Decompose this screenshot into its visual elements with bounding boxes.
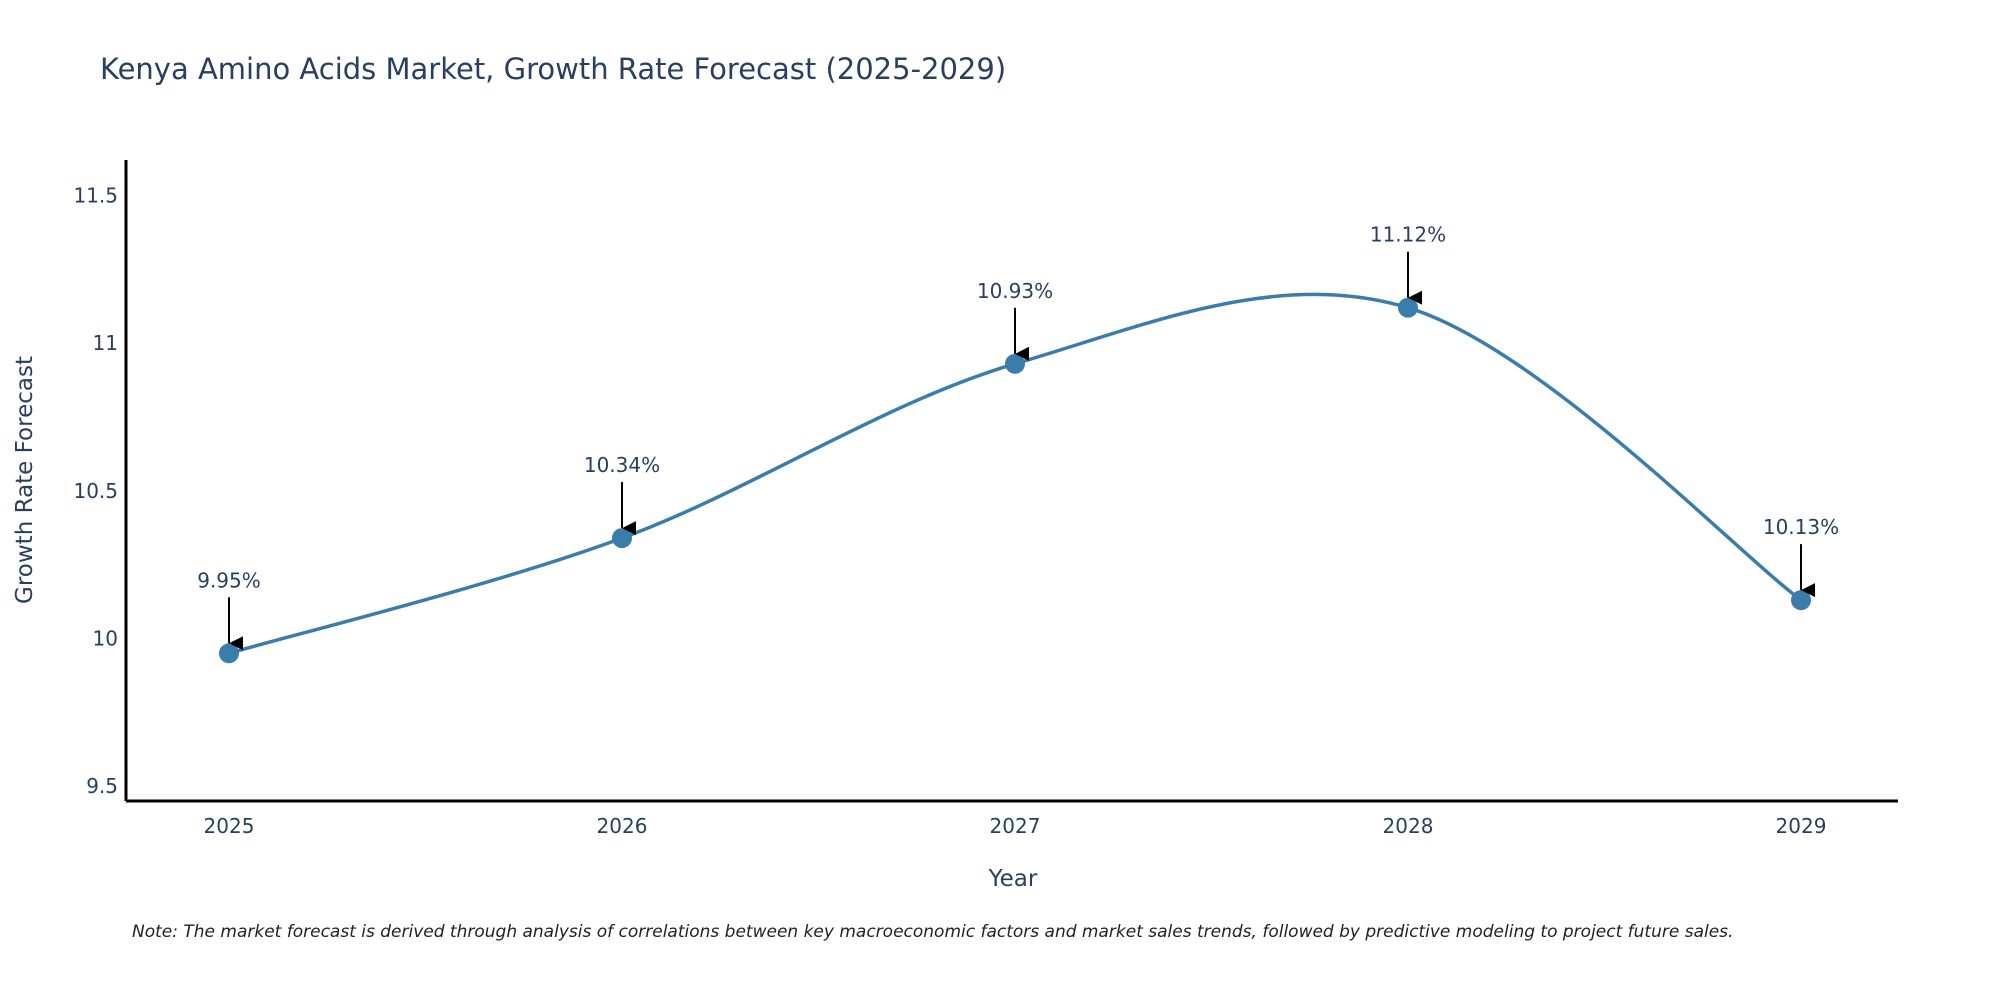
data-label: 10.34% [584,453,660,477]
y-tick-label: 10 [93,627,118,651]
data-point [219,643,239,664]
x-tick-label: 2028 [1383,814,1434,838]
data-label: 9.95% [197,568,261,592]
y-tick-label: 11 [93,331,118,355]
y-tick-label: 9.5 [86,774,118,798]
y-axis-title: Growth Rate Forecast [12,356,38,604]
chart-note: Note: The market forecast is derived thr… [132,922,1733,942]
x-axis-ticks: 2025 2026 2027 2028 2029 [204,814,1827,838]
y-tick-label: 11.5 [73,183,118,207]
data-label: 11.12% [1370,223,1446,247]
data-point [612,528,632,549]
chart-title: Kenya Amino Acids Market, Growth Rate Fo… [100,52,1006,86]
x-tick-label: 2026 [597,814,648,838]
x-tick-label: 2025 [204,814,255,838]
data-point [1398,297,1418,318]
y-axis-ticks: 9.5 10 10.5 11 11.5 [73,183,118,798]
data-annotations: 9.95% 10.34% 10.93% 11.12% 10.13% [197,223,1839,651]
data-point [1791,590,1811,611]
data-label: 10.93% [977,279,1053,303]
x-axis-title: Year [988,866,1038,892]
x-tick-label: 2027 [990,814,1041,838]
data-point [1005,353,1025,374]
x-tick-label: 2029 [1776,814,1827,838]
data-label: 10.13% [1763,515,1839,539]
y-tick-label: 10.5 [73,479,118,503]
